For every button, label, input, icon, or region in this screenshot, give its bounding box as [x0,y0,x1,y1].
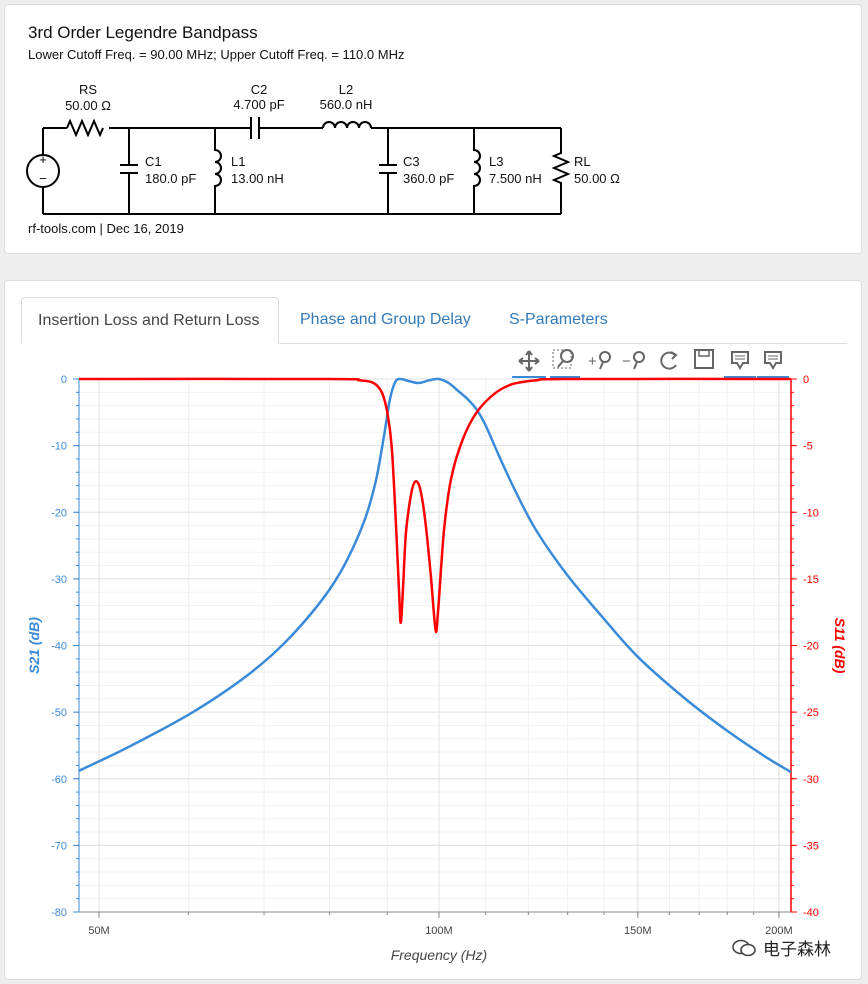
l1-name: L1 [231,154,245,169]
tab-insertion-return-loss[interactable]: Insertion Loss and Return Loss [21,297,279,344]
c1-name: C1 [145,154,162,169]
x-axis-label: Frequency (Hz) [391,947,487,963]
rl-value: 50.00 Ω [574,171,620,186]
y-right-tick-label: 0 [803,374,809,386]
reset-icon[interactable] [660,351,678,370]
x-tick-label: 100M [425,925,453,937]
hover-icon[interactable] [757,351,789,378]
rs-resistor-symbol [66,118,104,138]
source-minus: − [39,171,47,186]
y-left-tick-label: -10 [51,441,67,453]
y-left-axis-label: S21 (dB) [26,617,42,674]
y-left-tick-label: -20 [51,507,67,519]
c1-capacitor-symbol [120,128,138,214]
y-left-tick-label: -40 [51,641,67,653]
l1-value: 13.00 nH [231,171,284,186]
s11-line [78,377,792,634]
c2-name: C2 [251,82,268,97]
grid-major [79,378,791,913]
loss-chart: + − [26,349,848,963]
y-left-tick-label: -70 [51,840,67,852]
l3-name: L3 [489,154,503,169]
y-left-tick-label: 0 [61,374,67,386]
filter-subtitle: Lower Cutoff Freq. = 90.00 MHz; Upper Cu… [28,47,405,62]
hover-icon[interactable] [724,351,756,378]
y-right-tick-label: -10 [803,507,819,519]
c2-capacitor-symbol [250,117,260,139]
l3-value: 7.500 nH [489,171,542,186]
y-right-tick-label: -35 [803,840,819,852]
filter-title: 3rd Order Legendre Bandpass [28,23,258,42]
chart-series [78,377,792,774]
x-tick-label: 200M [765,925,793,937]
rl-resistor-symbol [551,128,571,214]
y-left-tick-label: -50 [51,707,67,719]
chart-axes: 0 -10 -20 -30 -40 -50 -60 -70 -80 0 -5 -10 -15 -20 -25… [51,374,819,937]
schematic-diagram: + − RS 50.00 Ω C1 180.0 pF L1 13.00 nH C… [26,82,620,215]
c2-value: 4.700 pF [233,97,284,112]
l3-inductor-symbol [473,128,481,214]
pan-icon[interactable] [512,350,546,378]
source-plus: + [39,152,47,167]
rl-name: RL [574,154,591,169]
y-right-tick-label: -15 [803,574,819,586]
watermark-text: 电子森林 [763,940,831,959]
x-tick-label: 50M [88,925,109,937]
c3-capacitor-symbol [379,128,397,214]
l2-inductor-symbol [322,121,372,129]
y-right-tick-label: -40 [803,907,819,919]
tab-s-parameters[interactable]: S-Parameters [509,311,608,328]
c3-name: C3 [403,154,420,169]
y-left-tick-label: -30 [51,574,67,586]
zoom-out-icon[interactable]: − [622,351,645,370]
l2-value: 560.0 nH [320,97,373,112]
box-zoom-icon[interactable] [550,349,580,378]
chart-toolbar: + − [512,349,789,378]
zoom-in-icon[interactable]: + [588,351,611,370]
y-left-tick-label: -60 [51,774,67,786]
wechat-icon [732,939,756,956]
credit-line: rf-tools.com | Dec 16, 2019 [28,221,184,236]
svg-text:+: + [588,353,597,370]
rs-name: RS [79,82,97,97]
rs-value: 50.00 Ω [65,98,111,113]
schematic-panel: 3rd Order Legendre Bandpass Lower Cutoff… [4,4,862,254]
l2-name: L2 [339,82,353,97]
c3-value: 360.0 pF [403,171,454,186]
x-tick-label: 150M [624,925,652,937]
s21-line [78,377,792,774]
save-icon[interactable] [694,349,714,369]
y-right-tick-label: -20 [803,641,819,653]
chart-panel: Insertion Loss and Return Loss Phase and… [4,280,862,980]
y-right-axis-label: S11 (dB) [832,618,848,674]
y-right-tick-label: -5 [803,441,813,453]
tab-phase-group-delay[interactable]: Phase and Group Delay [300,311,471,328]
watermark: 电子森林 [731,935,831,960]
y-right-tick-label: -25 [803,707,819,719]
l1-inductor-symbol [214,128,222,214]
tab-bar: Insertion Loss and Return Loss Phase and… [21,297,847,344]
source-symbol [26,154,60,188]
y-left-tick-label: -80 [51,907,67,919]
c1-value: 180.0 pF [145,171,196,186]
svg-text:−: − [622,353,631,370]
y-right-tick-label: -30 [803,774,819,786]
